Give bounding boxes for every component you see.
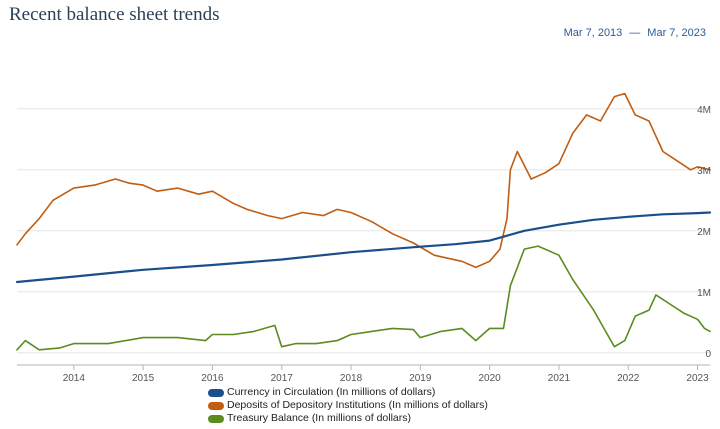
y-tick-label: 2M xyxy=(697,227,711,238)
y-tick-label: 0 xyxy=(705,349,711,360)
y-tick-label: 4M xyxy=(697,105,711,116)
legend-swatch-treasury xyxy=(208,414,224,423)
x-axis: 2014 2015 2016 2017 2018 2019 2020 2021 2022 2023 xyxy=(17,364,710,384)
x-tick-label: 2018 xyxy=(340,373,363,384)
series-layer xyxy=(15,92,712,351)
date-range-start[interactable]: Mar 7, 2013 xyxy=(563,27,623,39)
y-tick-label: 3M xyxy=(697,166,711,177)
grid-layer xyxy=(17,108,710,354)
x-tick-label: 2015 xyxy=(132,373,155,384)
y-axis: 0 1M 2M 3M 4M xyxy=(697,105,711,360)
legend-swatch-currency xyxy=(208,388,224,397)
x-tick-label: 2017 xyxy=(271,373,294,384)
x-tick-label: 2022 xyxy=(617,373,640,384)
legend: Currency in Circulation (In millions of … xyxy=(208,386,488,425)
x-tick-label: 2014 xyxy=(63,373,86,384)
y-tick-label: 1M xyxy=(697,288,711,299)
legend-item-currency[interactable]: Currency in Circulation (In millions of … xyxy=(208,386,488,399)
x-tick-label: 2020 xyxy=(479,373,502,384)
chart-title: Recent balance sheet trends xyxy=(9,4,220,25)
x-tick-label: 2023 xyxy=(686,373,709,384)
legend-item-deposits[interactable]: Deposits of Depository Institutions (In … xyxy=(208,399,488,412)
date-range-end[interactable]: Mar 7, 2023 xyxy=(647,27,706,39)
series-line-deposits[interactable] xyxy=(16,92,711,269)
legend-label-currency: Currency in Circulation (In millions of … xyxy=(227,386,436,398)
series-line-currency[interactable] xyxy=(15,211,712,284)
legend-label-treasury: Treasury Balance (In millions of dollars… xyxy=(227,412,412,424)
legend-label-deposits: Deposits of Depository Institutions (In … xyxy=(227,399,488,411)
x-tick-label: 2021 xyxy=(548,373,571,384)
x-tick-label: 2019 xyxy=(409,373,432,384)
date-range-separator: — xyxy=(629,27,641,39)
legend-item-treasury[interactable]: Treasury Balance (In millions of dollars… xyxy=(208,412,488,425)
x-tick-label: 2016 xyxy=(201,373,224,384)
date-range[interactable]: Mar 7, 2013 — Mar 7, 2023 xyxy=(564,27,706,39)
legend-swatch-deposits xyxy=(208,401,224,410)
series-line-treasury[interactable] xyxy=(16,245,711,351)
